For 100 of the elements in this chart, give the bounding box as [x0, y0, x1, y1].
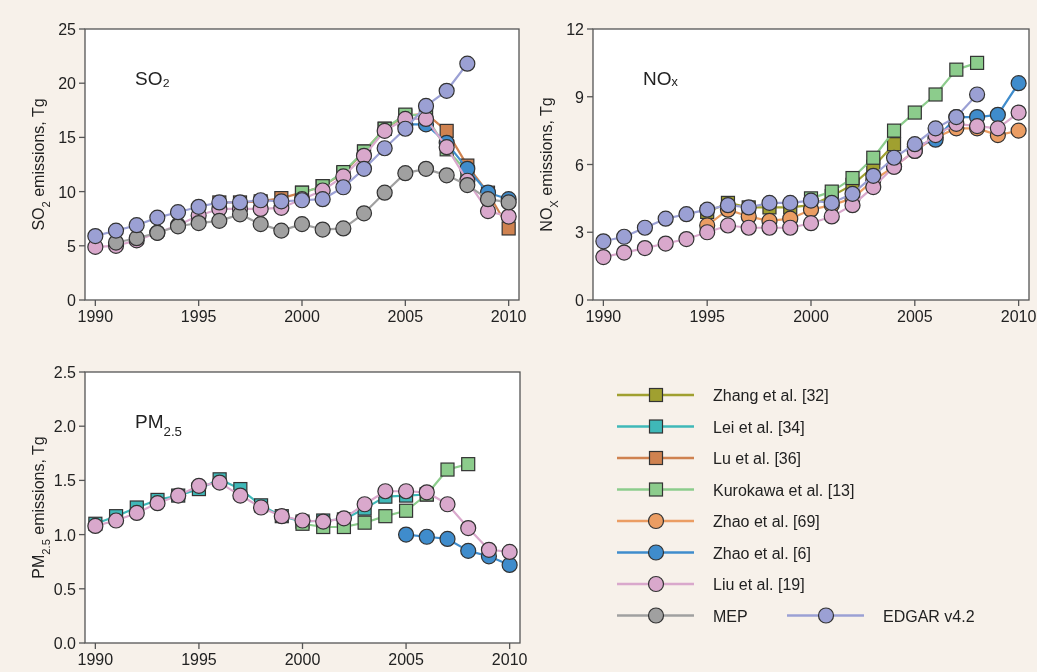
point — [273, 222, 290, 239]
y-tick-label: 1.0 — [53, 526, 77, 544]
point — [616, 244, 633, 261]
point — [678, 206, 695, 223]
x-tick-label: 1995 — [180, 308, 217, 325]
point — [355, 160, 373, 177]
point — [678, 230, 695, 248]
point — [169, 204, 187, 221]
point — [190, 214, 207, 232]
point — [439, 496, 456, 513]
point — [989, 106, 1006, 123]
x-tick-label: 2010 — [490, 308, 527, 325]
point — [782, 219, 799, 236]
point — [357, 515, 372, 530]
legend-label: Liu et al. [19] — [713, 576, 805, 593]
point — [378, 509, 393, 524]
point — [823, 208, 840, 225]
x-tick-label: 2000 — [284, 308, 320, 325]
point — [907, 105, 922, 120]
point — [970, 55, 985, 70]
point — [927, 120, 944, 137]
point — [885, 149, 903, 166]
legend-label: EDGAR v4.2 — [883, 607, 975, 625]
point — [87, 227, 104, 245]
point — [211, 212, 228, 229]
y-tick-label: 10 — [58, 183, 77, 201]
legend-label: MEP — [713, 607, 748, 625]
point — [802, 215, 820, 232]
point — [865, 167, 882, 184]
point — [460, 542, 477, 559]
x-tick-label: 1995 — [689, 308, 726, 325]
point — [761, 194, 778, 211]
y-tick-label: 12 — [566, 21, 585, 38]
point — [149, 495, 166, 512]
point — [595, 248, 612, 266]
point — [460, 520, 477, 537]
point — [398, 503, 414, 518]
point — [252, 216, 269, 233]
point — [438, 167, 455, 184]
point — [761, 219, 778, 236]
y-tick-label: 3 — [575, 224, 585, 242]
y-tick-label: 2.0 — [53, 418, 77, 436]
point — [211, 474, 228, 491]
point — [1010, 75, 1027, 92]
point — [845, 170, 860, 186]
y-tick-label: 2.5 — [53, 364, 77, 381]
point — [232, 487, 249, 504]
point — [719, 197, 737, 214]
x-tick-label: 2010 — [1000, 308, 1037, 325]
point — [501, 543, 518, 561]
y-tick-label: 20 — [58, 75, 77, 93]
y-tick-label: 0 — [575, 292, 585, 309]
point — [616, 228, 633, 245]
point — [459, 177, 476, 194]
point — [397, 165, 414, 182]
point — [440, 462, 455, 477]
x-tick-label: 2000 — [284, 651, 321, 668]
point — [397, 526, 415, 543]
point — [459, 55, 476, 72]
point — [1010, 104, 1027, 121]
point — [376, 184, 393, 201]
y-tick-label: 0.5 — [53, 580, 77, 598]
point — [377, 483, 394, 500]
y-tick-label: 6 — [575, 156, 585, 174]
y-tick-label: 0.0 — [53, 635, 77, 652]
point — [844, 185, 861, 202]
x-tick-label: 2005 — [897, 308, 933, 325]
text: SO₂ — [135, 68, 170, 89]
x-tick-label: 2000 — [793, 308, 829, 325]
point — [1010, 122, 1027, 139]
point — [87, 517, 104, 535]
point — [782, 194, 799, 211]
point — [355, 205, 373, 222]
point — [273, 193, 290, 210]
point — [418, 528, 435, 545]
point — [376, 140, 393, 157]
point — [293, 216, 311, 233]
x-tick-label: 1995 — [181, 651, 217, 668]
x-tick-label: 1990 — [77, 651, 114, 668]
point — [128, 217, 145, 234]
legend-label: Kurokawa et al. [13] — [713, 481, 855, 499]
point — [438, 82, 455, 99]
point — [190, 477, 208, 494]
text: PM$_{2.5}$ — [135, 411, 182, 439]
point — [740, 219, 757, 236]
point — [657, 235, 674, 252]
legend-label: Zhao et al. [6] — [713, 544, 811, 562]
point — [886, 123, 902, 138]
legend-label: Zhao et al. [69] — [713, 513, 820, 530]
point — [439, 530, 456, 548]
point — [417, 97, 435, 115]
y-tick-label: 9 — [575, 88, 585, 106]
point — [314, 191, 331, 208]
point — [699, 224, 716, 241]
y-tick-label: 15 — [58, 129, 77, 147]
legend-label: Zhang et al. [32] — [713, 387, 829, 404]
point — [500, 208, 517, 225]
point — [636, 219, 654, 236]
point — [719, 217, 737, 234]
point — [636, 239, 654, 257]
